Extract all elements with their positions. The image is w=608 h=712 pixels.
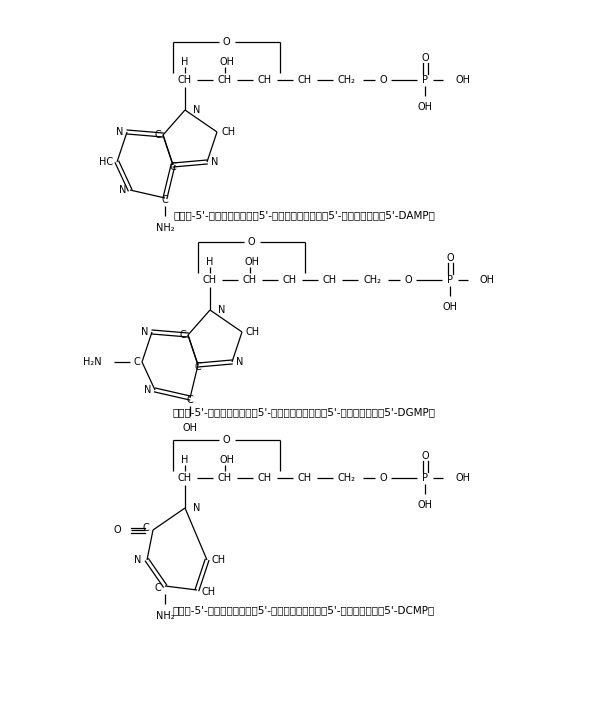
Text: C: C bbox=[195, 362, 201, 372]
Text: CH: CH bbox=[258, 473, 272, 483]
Text: P: P bbox=[422, 75, 428, 85]
Text: CH: CH bbox=[178, 473, 192, 483]
Text: N: N bbox=[218, 305, 226, 315]
Text: CH: CH bbox=[298, 473, 312, 483]
Text: N: N bbox=[193, 503, 201, 513]
Text: OH: OH bbox=[443, 302, 457, 312]
Text: CH: CH bbox=[283, 275, 297, 285]
Text: OH: OH bbox=[480, 275, 495, 285]
Text: OH: OH bbox=[455, 473, 470, 483]
Text: CH: CH bbox=[201, 587, 215, 597]
Text: CH: CH bbox=[211, 555, 225, 565]
Text: O: O bbox=[379, 75, 387, 85]
Text: CH: CH bbox=[258, 75, 272, 85]
Text: N: N bbox=[140, 327, 148, 337]
Text: OH: OH bbox=[219, 455, 235, 465]
Text: C: C bbox=[154, 130, 161, 140]
Text: OH: OH bbox=[244, 257, 260, 267]
Text: P: P bbox=[422, 473, 428, 483]
Text: O: O bbox=[421, 451, 429, 461]
Text: OH: OH bbox=[182, 423, 198, 433]
Text: OH: OH bbox=[418, 500, 432, 510]
Text: N: N bbox=[116, 127, 123, 137]
Text: H: H bbox=[181, 455, 188, 465]
Text: CH: CH bbox=[218, 473, 232, 483]
Text: C: C bbox=[142, 523, 149, 533]
Text: H: H bbox=[206, 257, 213, 267]
Text: O: O bbox=[421, 53, 429, 63]
Text: CH₂: CH₂ bbox=[338, 75, 356, 85]
Text: 一磷酸-5'-脱氧腺嘌呤核苷（5'-脱氧腺嘌呤核苷酸；5'-脱氧腺苷酸）（5'-DAMP）: 一磷酸-5'-脱氧腺嘌呤核苷（5'-脱氧腺嘌呤核苷酸；5'-脱氧腺苷酸）（5'-… bbox=[173, 210, 435, 220]
Text: O: O bbox=[223, 435, 230, 445]
Text: NH₂: NH₂ bbox=[156, 223, 174, 233]
Text: CH: CH bbox=[246, 327, 260, 337]
Text: O: O bbox=[113, 525, 121, 535]
Text: O: O bbox=[404, 275, 412, 285]
Text: N: N bbox=[193, 105, 201, 115]
Text: C: C bbox=[187, 395, 193, 405]
Text: C: C bbox=[133, 357, 140, 367]
Text: N: N bbox=[119, 185, 126, 195]
Text: N: N bbox=[134, 555, 141, 565]
Text: H: H bbox=[181, 57, 188, 67]
Text: CH: CH bbox=[298, 75, 312, 85]
Text: OH: OH bbox=[418, 102, 432, 112]
Text: O: O bbox=[446, 253, 454, 263]
Text: P: P bbox=[447, 275, 453, 285]
Text: CH₂: CH₂ bbox=[363, 275, 381, 285]
Text: N: N bbox=[236, 357, 243, 367]
Text: CH: CH bbox=[323, 275, 337, 285]
Text: HC: HC bbox=[99, 157, 113, 167]
Text: O: O bbox=[247, 237, 255, 247]
Text: CH₂: CH₂ bbox=[338, 473, 356, 483]
Text: O: O bbox=[379, 473, 387, 483]
Text: OH: OH bbox=[455, 75, 470, 85]
Text: CH: CH bbox=[218, 75, 232, 85]
Text: NH₂: NH₂ bbox=[156, 611, 174, 621]
Text: 一磷酸-5'-脱氧鸟嘌呤核苷（5'-脱氧鸟嘌呤核苷酸；5'-脱氧鸟苷酸）（5'-DGMP）: 一磷酸-5'-脱氧鸟嘌呤核苷（5'-脱氧鸟嘌呤核苷酸；5'-脱氧鸟苷酸）（5'-… bbox=[173, 407, 435, 417]
Text: CH: CH bbox=[221, 127, 235, 137]
Text: C: C bbox=[154, 583, 161, 593]
Text: CH: CH bbox=[243, 275, 257, 285]
Text: C: C bbox=[179, 330, 186, 340]
Text: N: N bbox=[143, 385, 151, 395]
Text: H₂N: H₂N bbox=[83, 357, 102, 367]
Text: CH: CH bbox=[203, 275, 217, 285]
Text: CH: CH bbox=[178, 75, 192, 85]
Text: C: C bbox=[170, 162, 176, 172]
Text: N: N bbox=[211, 157, 218, 167]
Text: C: C bbox=[162, 195, 168, 205]
Text: 一磷酸-5'-脱氧胞嘧啶核苷（5'-脱氧胞嘧啶核苷酸；5'-脱氧胞苷酸）（5'-DCMP）: 一磷酸-5'-脱氧胞嘧啶核苷（5'-脱氧胞嘧啶核苷酸；5'-脱氧胞苷酸）（5'-… bbox=[173, 605, 435, 615]
Text: O: O bbox=[223, 37, 230, 47]
Text: OH: OH bbox=[219, 57, 235, 67]
